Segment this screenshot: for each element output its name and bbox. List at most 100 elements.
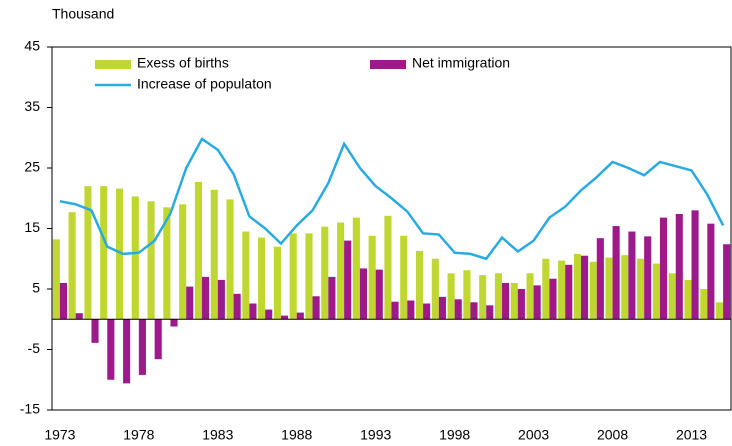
bar [407, 300, 415, 320]
bar [447, 273, 455, 320]
y-tick-label: 25 [24, 159, 40, 175]
y-tick-label: 35 [24, 98, 40, 114]
bar [479, 275, 487, 320]
bar [226, 199, 234, 320]
bar [612, 226, 620, 320]
bar [621, 255, 629, 320]
x-tick-label: 1973 [44, 427, 75, 443]
bar [510, 282, 518, 320]
bar [233, 293, 241, 320]
bar [138, 319, 146, 375]
bar [123, 319, 131, 384]
x-tick-label: 1978 [123, 427, 154, 443]
bar [565, 264, 573, 320]
y-tick-label: 5 [32, 280, 40, 296]
bar [84, 186, 92, 320]
bar [344, 240, 352, 320]
bar [707, 223, 715, 320]
bar [179, 204, 187, 320]
y-tick-label: 45 [24, 38, 40, 54]
bar [154, 319, 162, 360]
bar [186, 286, 194, 320]
line-series [59, 137, 725, 261]
bar [675, 213, 683, 320]
bar [502, 282, 510, 320]
x-tick-label: 1993 [360, 427, 391, 443]
bar [438, 296, 446, 320]
bar [91, 319, 99, 343]
bar [691, 210, 699, 320]
legend-swatch [95, 60, 131, 69]
bar [700, 289, 708, 320]
bar [352, 217, 360, 320]
bar [249, 303, 257, 320]
bar [359, 268, 368, 320]
x-tick-label: 1988 [281, 427, 312, 443]
bar [715, 302, 724, 320]
bar [202, 276, 210, 320]
bar [605, 257, 613, 320]
bar [131, 196, 139, 320]
bar [147, 201, 155, 320]
bar [115, 188, 124, 320]
bar [628, 231, 636, 320]
bar [273, 246, 281, 320]
bar [723, 244, 731, 320]
bar [368, 235, 376, 320]
bar [210, 189, 218, 320]
bar [454, 299, 462, 320]
bar [312, 296, 320, 320]
legend-label: Net immigration [412, 55, 510, 71]
x-tick-label: 2008 [597, 427, 628, 443]
bar [400, 235, 408, 320]
bar [573, 253, 581, 320]
bar [194, 181, 203, 320]
bar [431, 258, 439, 320]
bar [549, 278, 557, 320]
bar [517, 289, 525, 320]
bar [580, 255, 589, 320]
bar [170, 319, 178, 327]
bar [328, 276, 336, 320]
bar [558, 260, 566, 320]
bar [415, 250, 424, 320]
y-tick-label: -15 [20, 401, 40, 417]
bar [321, 226, 329, 320]
bar [337, 222, 345, 320]
bar [68, 212, 76, 320]
bar [652, 263, 660, 320]
bar [242, 231, 250, 320]
legend-label: Exess of births [137, 55, 229, 71]
bar [526, 273, 534, 320]
x-tick-label: 1983 [202, 427, 233, 443]
bar [305, 233, 313, 320]
bar [375, 269, 383, 320]
bar [463, 270, 471, 320]
bar [494, 273, 503, 320]
legend-label: Increase of populaton [137, 76, 272, 92]
y-axis-label: Thousand [52, 6, 114, 22]
x-tick-label: 2003 [518, 427, 549, 443]
x-tick-label: 2013 [676, 427, 707, 443]
bar [75, 313, 83, 320]
bar [100, 186, 108, 320]
x-tick-label: 1998 [439, 427, 470, 443]
bar [258, 237, 266, 320]
bar [668, 273, 676, 320]
bar [423, 303, 431, 320]
bar [289, 233, 297, 320]
bar [391, 301, 399, 320]
bar [52, 239, 60, 320]
bar [59, 282, 68, 320]
bar [684, 279, 692, 320]
bar [296, 312, 304, 320]
bar [265, 309, 273, 320]
bar [486, 305, 494, 320]
bar [644, 236, 652, 320]
bar [533, 285, 541, 320]
bar [589, 261, 597, 320]
bar [637, 258, 645, 320]
bar [596, 238, 604, 320]
